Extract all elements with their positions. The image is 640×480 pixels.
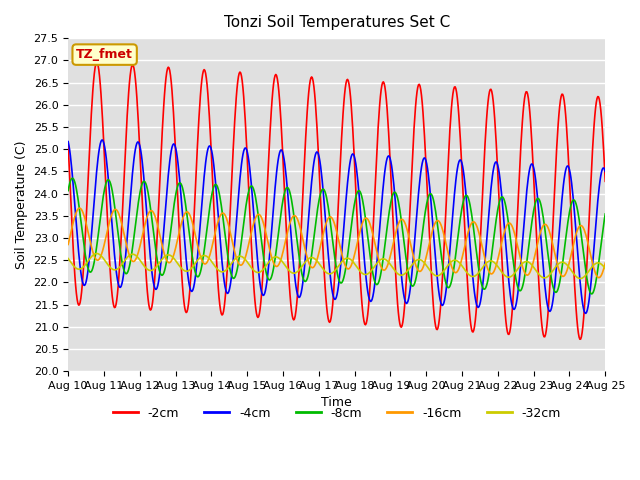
Text: TZ_fmet: TZ_fmet — [76, 48, 133, 61]
X-axis label: Time: Time — [321, 396, 352, 409]
Title: Tonzi Soil Temperatures Set C: Tonzi Soil Temperatures Set C — [223, 15, 450, 30]
Legend: -2cm, -4cm, -8cm, -16cm, -32cm: -2cm, -4cm, -8cm, -16cm, -32cm — [108, 402, 566, 425]
Y-axis label: Soil Temperature (C): Soil Temperature (C) — [15, 140, 28, 269]
